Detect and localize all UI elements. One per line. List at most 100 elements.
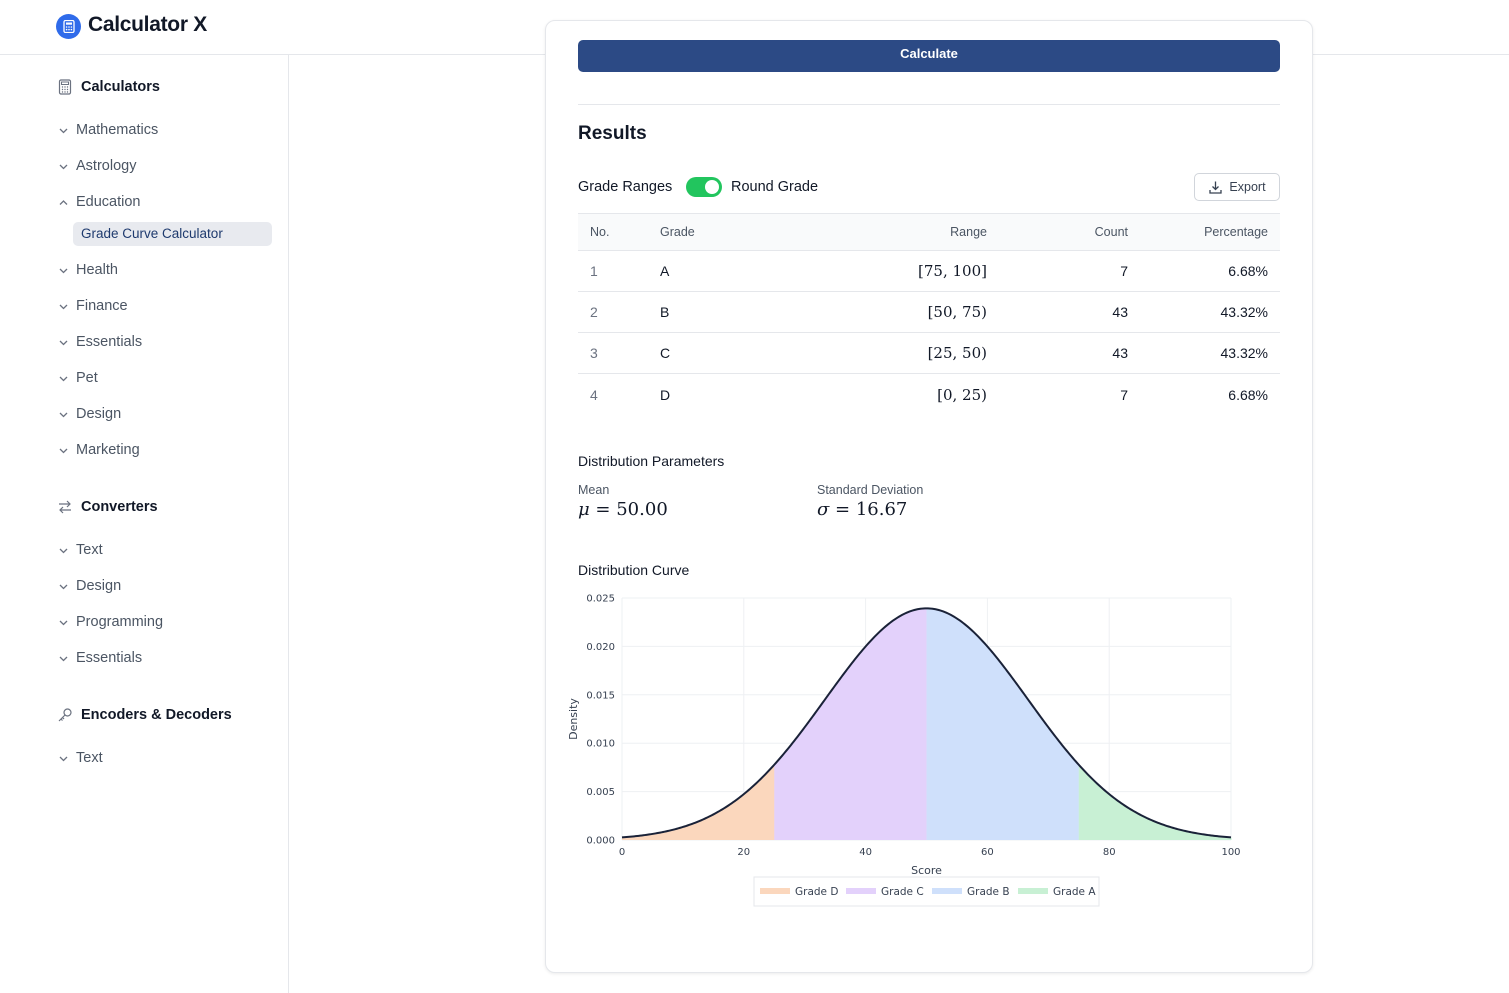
cell-percentage: 43.32% (1220, 345, 1268, 361)
std-symbol: σ (817, 499, 830, 520)
chevron-down-icon (57, 616, 70, 629)
sidebar-item-label: Marketing (76, 442, 140, 458)
legend-label: Grade A (1053, 886, 1096, 898)
chevron-down-icon (57, 580, 70, 593)
sidebar-item-label: Essentials (76, 650, 143, 666)
x-tick-label: 60 (981, 847, 994, 858)
chevron-down-icon (57, 300, 70, 313)
sidebar-item-essentials[interactable]: Essentials (57, 647, 142, 669)
sidebar-item-design[interactable]: Design (57, 403, 121, 425)
calculate-button[interactable]: Calculate (578, 40, 1280, 72)
legend-label: Grade D (795, 886, 838, 898)
sidebar-item-label: Programming (76, 614, 164, 630)
y-tick-label: 0.000 (586, 836, 615, 847)
chevron-down-icon (57, 544, 70, 557)
app-title[interactable]: Calculator X (88, 13, 207, 36)
cell-range: [0, 25) (937, 385, 987, 404)
mean-label: Mean (578, 483, 610, 497)
cell-no: 3 (590, 345, 598, 361)
sidebar-item-label: Health (76, 262, 118, 278)
distribution-parameters-title: Distribution Parameters (578, 453, 725, 469)
legend-label: Grade B (967, 886, 1010, 898)
legend-label: Grade C (881, 886, 924, 898)
header-count: Count (1094, 225, 1128, 239)
x-tick-label: 0 (619, 847, 625, 858)
sidebar-item-text[interactable]: Text (57, 747, 103, 769)
area-grade-a (1078, 764, 1231, 840)
cell-no: 2 (590, 304, 598, 320)
sidebar-item-astrology[interactable]: Astrology (57, 155, 136, 177)
sidebar-item-health[interactable]: Health (57, 259, 118, 281)
chevron-down-icon (57, 752, 70, 765)
calculators-heading: Calculators (57, 79, 160, 95)
x-tick-label: 100 (1221, 847, 1240, 858)
results-title: Results (578, 123, 647, 144)
std-value: σ = 16.67 (817, 499, 908, 520)
y-tick-label: 0.005 (586, 787, 615, 798)
cell-count: 7 (1120, 386, 1128, 403)
table-row: 3 C [25, 50) 43 43.32% (578, 333, 1280, 374)
x-tick-label: 20 (737, 847, 750, 858)
sidebar-item-grade-curve-calculator[interactable]: Grade Curve Calculator (73, 222, 272, 246)
sidebar-item-education[interactable]: Education (57, 191, 141, 213)
x-tick-label: 40 (859, 847, 872, 858)
grade-ranges-label: Grade Ranges (578, 179, 673, 195)
table-header: No. Grade Range Count Percentage (578, 213, 1280, 251)
chevron-down-icon (57, 444, 70, 457)
sidebar-item-essentials[interactable]: Essentials (57, 331, 142, 353)
cell-no: 1 (590, 263, 598, 279)
divider (578, 104, 1280, 105)
export-label: Export (1229, 180, 1266, 194)
distribution-curve-title: Distribution Curve (578, 562, 690, 578)
cell-range: [75, 100] (918, 262, 987, 280)
y-tick-label: 0.015 (586, 690, 615, 701)
converters-heading: Converters (57, 499, 158, 515)
sidebar-item-finance[interactable]: Finance (57, 295, 128, 317)
round-grade-toggle[interactable] (686, 177, 722, 197)
sidebar-item-programming[interactable]: Programming (57, 611, 163, 633)
key-icon (57, 707, 73, 723)
calculators-heading-label: Calculators (81, 79, 160, 95)
encoders-heading: Encoders & Decoders (57, 707, 232, 723)
download-icon (1208, 180, 1223, 195)
x-axis-label: Score (911, 864, 942, 877)
cell-grade: A (660, 263, 670, 279)
calculator-logo-icon[interactable] (56, 14, 81, 39)
area-grade-d (622, 764, 775, 840)
sidebar-item-marketing[interactable]: Marketing (57, 439, 140, 461)
area-grade-c (774, 608, 927, 840)
cell-range: [25, 50) (927, 344, 987, 362)
sidebar-item-label: Design (76, 578, 122, 594)
chevron-down-icon (57, 372, 70, 385)
sidebar-item-label: Text (76, 542, 103, 558)
table-row: 4 D [0, 25) 7 6.68% (578, 374, 1280, 415)
table-row: 2 B [50, 75) 43 43.32% (578, 292, 1280, 333)
distribution-curve-chart: 0 20 40 60 80 100 0.000 0.005 0.010 0.015 0.020 0.0… (567, 594, 1241, 907)
encoders-heading-label: Encoders & Decoders (81, 707, 232, 723)
y-axis-label: Density (567, 698, 580, 740)
sidebar-item-label: Text (76, 750, 103, 766)
sidebar-item-label: Education (76, 194, 141, 210)
toggle-knob (705, 180, 719, 194)
sidebar-item-label: Astrology (76, 158, 137, 174)
sidebar-item-mathematics[interactable]: Mathematics (57, 119, 158, 141)
chevron-up-icon (57, 196, 70, 209)
export-button[interactable]: Export (1194, 173, 1280, 201)
cell-percentage: 43.32% (1220, 304, 1268, 320)
sidebar-item-pet[interactable]: Pet (57, 367, 98, 389)
legend-swatch (1018, 888, 1048, 894)
header-no: No. (590, 225, 610, 239)
cell-grade: C (660, 345, 671, 361)
cell-percentage: 6.68% (1228, 263, 1268, 279)
header-range: Range (950, 225, 987, 239)
chevron-down-icon (57, 652, 70, 665)
sidebar-item-design[interactable]: Design (57, 575, 121, 597)
sidebar-item-text[interactable]: Text (57, 539, 103, 561)
chevron-down-icon (57, 408, 70, 421)
y-tick-label: 0.020 (586, 642, 615, 653)
cell-count: 43 (1112, 345, 1128, 361)
swap-arrows-icon (57, 499, 73, 515)
area-grade-b (926, 608, 1079, 840)
chevron-down-icon (57, 264, 70, 277)
legend-swatch (846, 888, 876, 894)
